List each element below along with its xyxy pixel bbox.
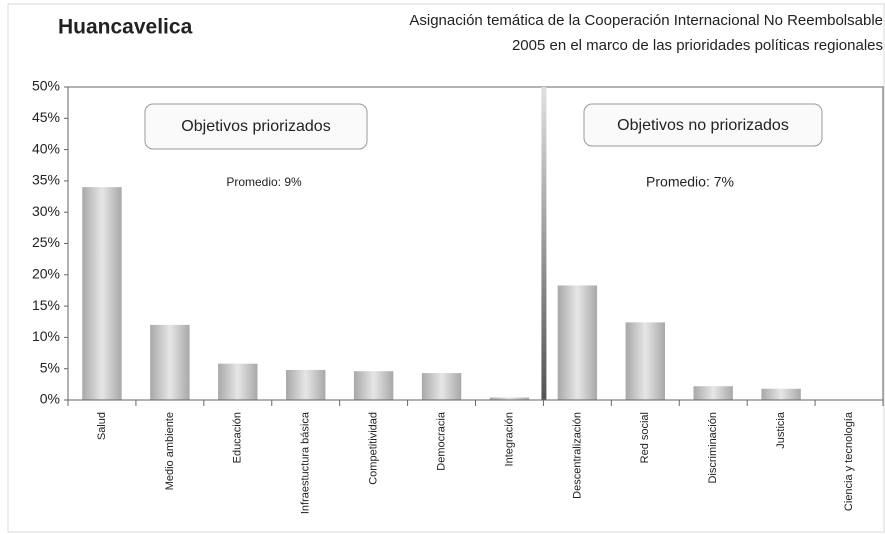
x-tick-label: Democracia	[435, 411, 447, 471]
y-tick-label: 20%	[32, 266, 60, 282]
x-tick-label: Educación	[232, 412, 244, 463]
bar	[218, 363, 258, 400]
annotation-box	[144, 103, 368, 150]
bar	[286, 369, 326, 400]
x-tick-label: Medio ambiente	[164, 412, 176, 490]
y-tick-label: 25%	[32, 234, 60, 250]
y-tick-label: 10%	[32, 328, 60, 344]
x-tick-label: Integración	[503, 412, 515, 466]
divider	[541, 87, 547, 400]
bar	[150, 324, 190, 400]
frame	[7, 3, 885, 533]
x-tick-label: Competitividad	[368, 412, 380, 485]
y-tick-label: 0%	[40, 391, 60, 407]
subtitle: 2005 en el marco de las prioridades polí…	[512, 37, 883, 54]
x-tick-label: Ciencia y tecnología	[843, 411, 855, 511]
x-tick-label: Salud	[96, 412, 108, 440]
y-tick-label: 35%	[32, 172, 60, 188]
annotation-box	[583, 103, 823, 147]
y-tick-label: 45%	[32, 109, 60, 125]
y-tick-label: 30%	[32, 203, 60, 219]
bar	[557, 285, 598, 400]
annotation: Promedio: 7%	[646, 174, 734, 190]
y-tick-label: 40%	[32, 140, 60, 156]
bar	[489, 397, 530, 400]
subtitle: Asignación temática de la Cooperación In…	[409, 12, 883, 29]
bar	[625, 322, 665, 400]
annotation: Objetivos no priorizados	[617, 117, 789, 134]
annotation: Objetivos priorizados	[181, 118, 330, 135]
bar	[353, 371, 394, 400]
x-tick-label: Discriminación	[707, 412, 719, 484]
x-tick-label: Red social	[639, 412, 651, 463]
x-tick-label: Infraestuctura básica	[300, 411, 312, 514]
chart-title: Huancavelica	[58, 16, 193, 39]
x-tick-label: Descentralización	[571, 412, 583, 499]
bar	[761, 388, 801, 400]
bar	[82, 187, 122, 400]
y-tick-label: 5%	[40, 359, 60, 375]
annotation: Promedio: 9%	[226, 175, 302, 189]
y-tick-label: 15%	[32, 297, 60, 313]
x-tick-label: Justicia	[775, 411, 787, 449]
bar	[693, 386, 733, 400]
y-tick-label: 50%	[32, 78, 60, 94]
bar	[421, 373, 462, 400]
